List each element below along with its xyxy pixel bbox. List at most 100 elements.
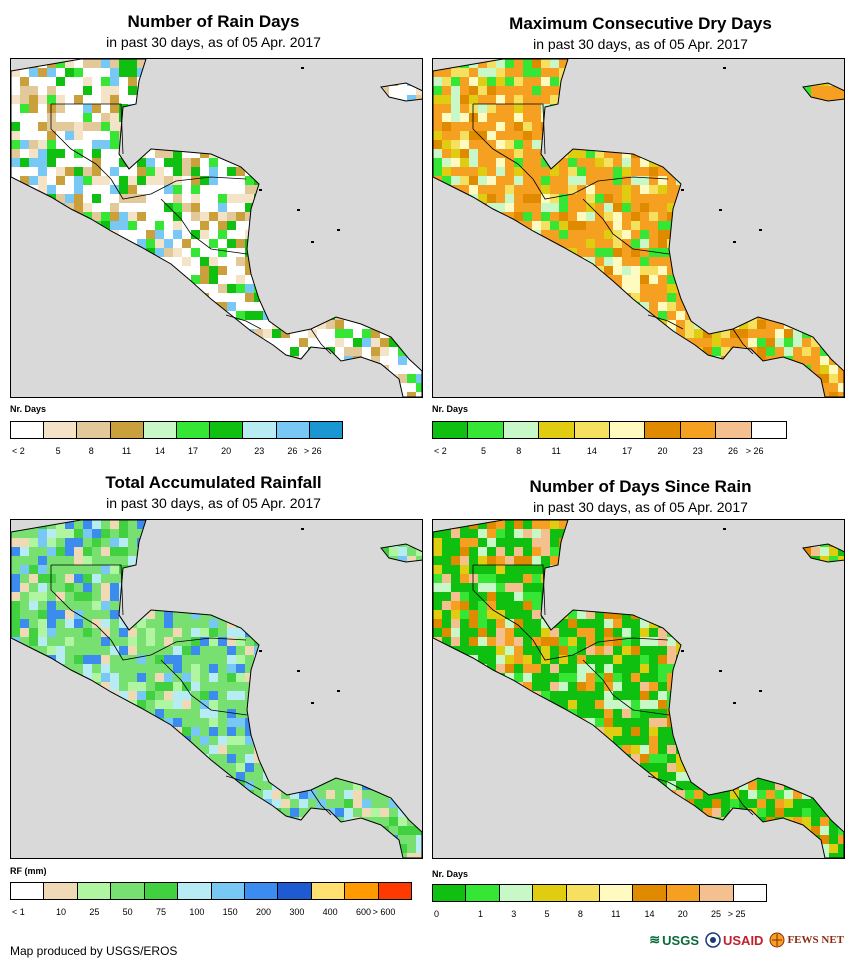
grid-cell xyxy=(101,122,110,131)
grid-cell xyxy=(595,844,604,853)
grid-cell xyxy=(685,664,694,673)
grid-cell xyxy=(56,176,65,185)
grid-cell xyxy=(604,392,613,397)
grid-cell xyxy=(775,383,784,392)
grid-cell xyxy=(146,817,155,826)
grid-cell xyxy=(281,293,290,302)
grid-cell xyxy=(676,790,685,799)
grid-cell xyxy=(793,529,802,538)
grid-cell xyxy=(730,293,739,302)
grid-cell xyxy=(712,754,721,763)
grid-cell xyxy=(317,610,326,619)
grid-cell xyxy=(182,68,191,77)
grid-cell xyxy=(38,763,47,772)
grid-cell xyxy=(721,275,730,284)
grid-cell xyxy=(56,763,65,772)
grid-cell xyxy=(326,320,335,329)
grid-cell xyxy=(137,592,146,601)
grid-cell xyxy=(236,628,245,637)
grid-cell xyxy=(676,853,685,858)
grid-cell xyxy=(820,212,829,221)
grid-cell xyxy=(469,574,478,583)
grid-cell xyxy=(92,284,101,293)
grid-cell xyxy=(460,374,469,383)
grid-cell xyxy=(200,293,209,302)
grid-cell xyxy=(407,167,416,176)
grid-cell xyxy=(748,655,757,664)
grid-cell xyxy=(47,817,56,826)
grid-cell xyxy=(712,77,721,86)
grid-cell xyxy=(586,844,595,853)
map-rainfall[interactable] xyxy=(10,519,423,859)
grid-cell xyxy=(128,338,137,347)
grid-cell xyxy=(20,826,29,835)
grid-cell xyxy=(433,275,442,284)
grid-cell xyxy=(389,311,398,320)
grid-cell xyxy=(137,383,146,392)
grid-cell xyxy=(56,59,65,68)
grid-cell xyxy=(757,221,766,230)
grid-cell xyxy=(838,131,844,140)
grid-cell xyxy=(83,329,92,338)
grid-cell xyxy=(182,131,191,140)
grid-cell xyxy=(407,194,416,203)
grid-cell xyxy=(83,230,92,239)
grid-cell xyxy=(20,230,29,239)
map-rain-days[interactable] xyxy=(10,58,423,398)
grid-cell xyxy=(128,113,137,122)
grid-cell xyxy=(478,113,487,122)
map-dry-days[interactable] xyxy=(432,58,845,398)
grid-cell xyxy=(344,682,353,691)
country-border xyxy=(532,637,669,661)
grid-cell xyxy=(451,592,460,601)
grid-cell xyxy=(793,817,802,826)
grid-cell xyxy=(299,592,308,601)
grid-cell xyxy=(685,565,694,574)
grid-cell xyxy=(532,383,541,392)
grid-cell xyxy=(227,149,236,158)
grid-cell xyxy=(604,772,613,781)
map-days-since-rain[interactable] xyxy=(432,519,845,859)
grid-cell xyxy=(11,257,20,266)
grid-cell xyxy=(137,853,146,858)
grid-cell xyxy=(820,583,829,592)
legend-tick-label: 14 xyxy=(586,446,597,456)
grid-cell xyxy=(433,808,442,817)
grid-cell xyxy=(164,302,173,311)
grid-cell xyxy=(532,790,541,799)
grid-cell xyxy=(820,356,829,365)
grid-cell xyxy=(353,646,362,655)
grid-cell xyxy=(371,140,380,149)
grid-cell xyxy=(460,601,469,610)
island xyxy=(733,702,736,704)
grid-cell xyxy=(505,556,514,565)
grid-cell xyxy=(263,646,272,655)
grid-cell xyxy=(595,374,604,383)
grid-cell xyxy=(712,383,721,392)
grid-cell xyxy=(514,248,523,257)
grid-cell xyxy=(200,59,209,68)
grid-cell xyxy=(317,104,326,113)
grid-cell xyxy=(604,691,613,700)
legend-tick-label: 8 xyxy=(577,909,583,919)
grid-cell xyxy=(802,754,811,763)
grid-cell xyxy=(460,158,469,167)
legend-tick-label: < 2 xyxy=(434,446,447,456)
grid-cell xyxy=(712,266,721,275)
grid-cell xyxy=(604,727,613,736)
grid-cell xyxy=(640,158,649,167)
grid-cell xyxy=(649,167,658,176)
grid-cell xyxy=(245,230,254,239)
grid-cell xyxy=(227,104,236,113)
legend-tick-label: 14 xyxy=(154,446,165,456)
grid-cell xyxy=(353,628,362,637)
grid-cell xyxy=(263,248,272,257)
grid-cell xyxy=(703,266,712,275)
grid-cell xyxy=(433,230,442,239)
grid-cell xyxy=(218,95,227,104)
grid-cell xyxy=(11,592,20,601)
grid-cell xyxy=(541,520,550,529)
grid-cell xyxy=(110,221,119,230)
grid-cell xyxy=(451,149,460,158)
grid-cell xyxy=(407,347,416,356)
